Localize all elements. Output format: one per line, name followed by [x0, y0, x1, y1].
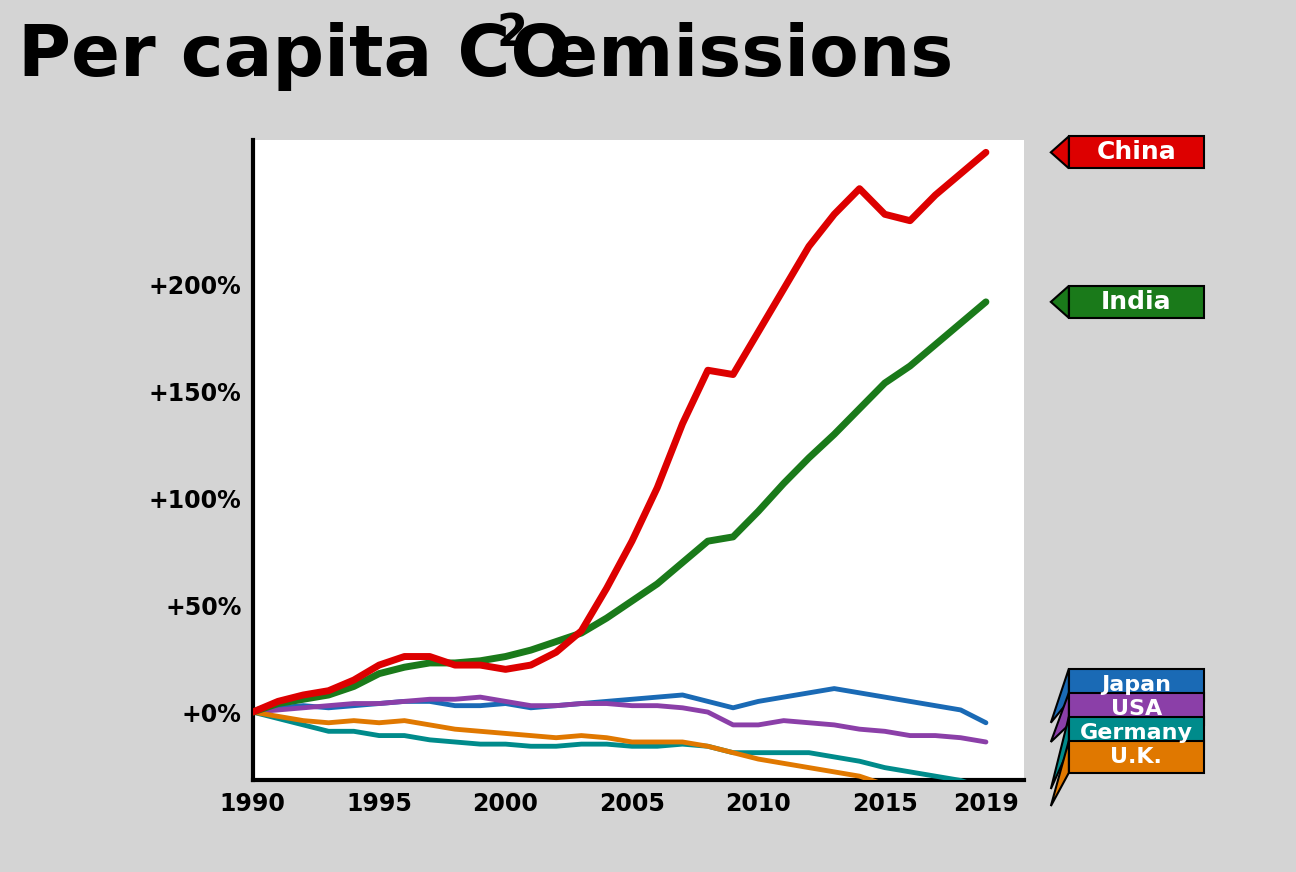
- Polygon shape: [1069, 717, 1204, 749]
- Polygon shape: [1069, 669, 1204, 701]
- Polygon shape: [1051, 136, 1069, 168]
- Polygon shape: [1051, 286, 1069, 318]
- Polygon shape: [1069, 286, 1204, 318]
- Text: Japan: Japan: [1102, 675, 1172, 695]
- Polygon shape: [1051, 717, 1069, 789]
- Polygon shape: [1069, 692, 1204, 725]
- Text: Germany: Germany: [1080, 723, 1192, 743]
- Polygon shape: [1051, 669, 1069, 723]
- Polygon shape: [1069, 136, 1204, 168]
- Text: USA: USA: [1111, 698, 1163, 719]
- Text: China: China: [1096, 140, 1177, 164]
- Polygon shape: [1069, 740, 1204, 773]
- Polygon shape: [1051, 740, 1069, 806]
- Text: 2: 2: [496, 12, 527, 55]
- Text: India: India: [1102, 290, 1172, 314]
- Text: emissions: emissions: [524, 22, 954, 91]
- Text: U.K.: U.K.: [1111, 746, 1163, 766]
- Polygon shape: [1051, 692, 1069, 742]
- Text: Per capita CO: Per capita CO: [18, 22, 572, 91]
